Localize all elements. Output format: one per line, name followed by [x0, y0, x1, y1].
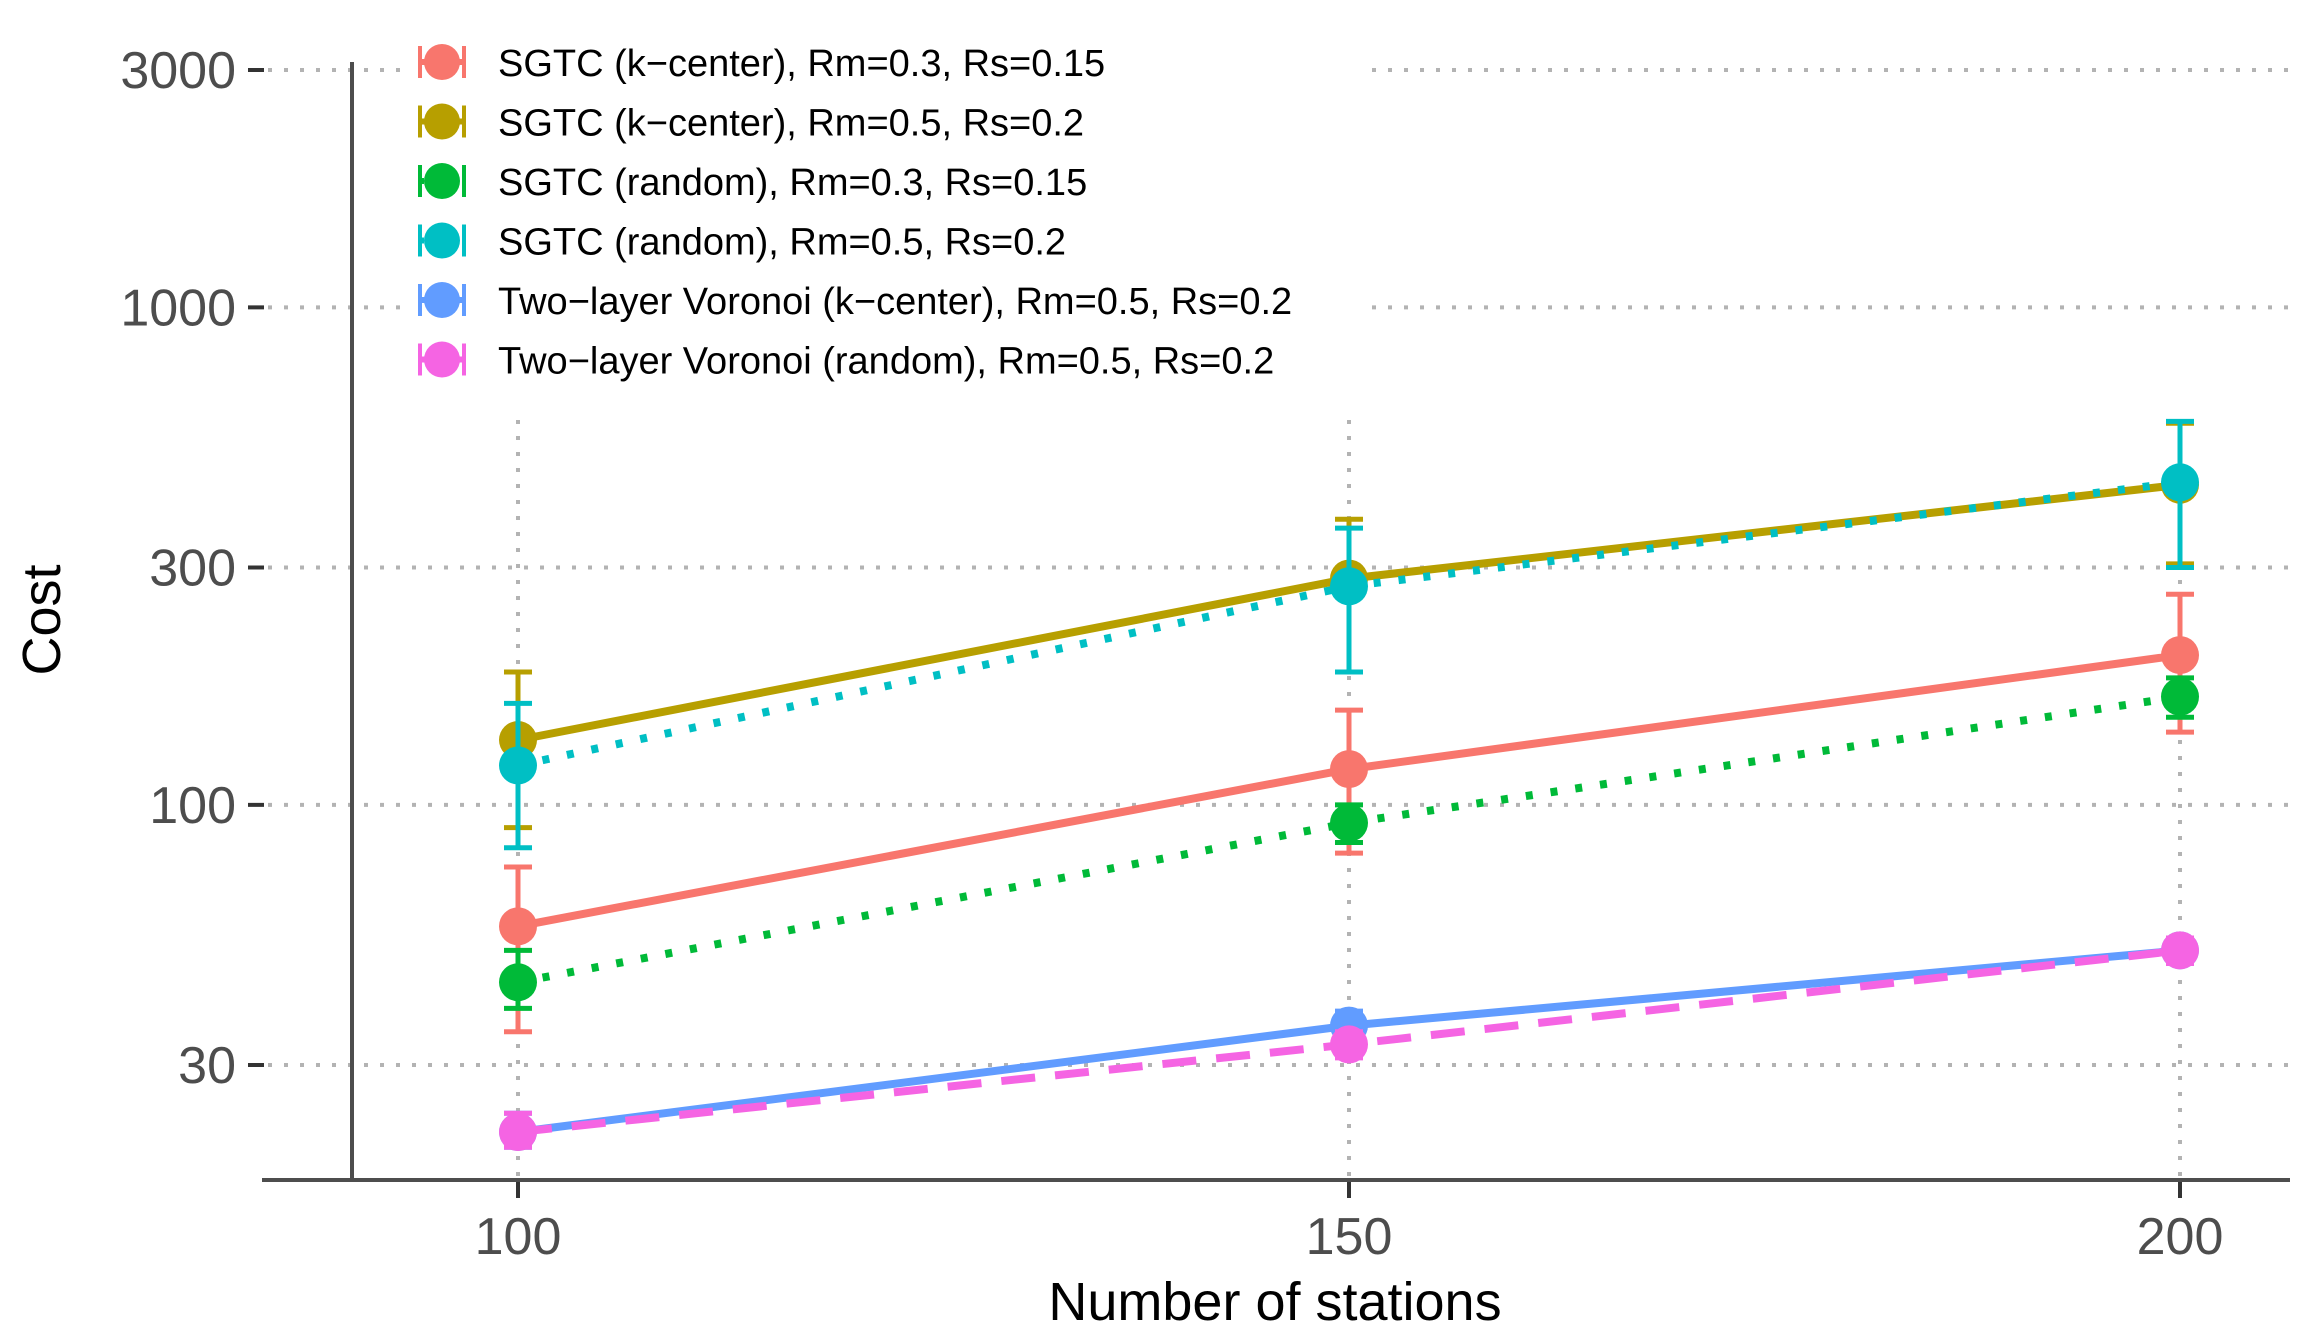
y-tick-label: 300 [149, 540, 236, 598]
legend-label: SGTC (random), Rm=0.5, Rs=0.2 [498, 222, 1066, 264]
legend-key-point [424, 341, 460, 378]
series-line [517, 692, 2181, 987]
data-point [2161, 677, 2199, 716]
legend-background [408, 28, 1360, 390]
legend-label: SGTC (random), Rm=0.3, Rs=0.15 [498, 162, 1087, 204]
legend-key-point [424, 163, 460, 199]
legend-key-point [424, 222, 460, 259]
x-tick-label: 200 [2137, 1208, 2224, 1266]
series-2 [499, 675, 2199, 1011]
series-5 [499, 931, 2199, 1152]
data-point [499, 1113, 537, 1152]
y-tick-label: 1000 [120, 279, 236, 337]
y-axis-title: Cost [12, 564, 72, 675]
data-point [1330, 1025, 1368, 1064]
legend-label: SGTC (k−center), Rm=0.3, Rs=0.15 [498, 43, 1105, 85]
y-ticks: 30 100 300 1000 3000 [120, 42, 264, 1095]
series [499, 418, 2199, 1152]
data-point [499, 746, 537, 785]
legend-key-point [424, 282, 460, 318]
data-point [1330, 567, 1368, 606]
legend: SGTC (k−center), Rm=0.3, Rs=0.15 SGTC (k−… [408, 28, 1360, 390]
axes [262, 62, 2290, 1182]
data-point [2161, 463, 2199, 502]
data-point [499, 907, 537, 946]
data-point [2161, 636, 2199, 675]
y-tick-label: 30 [178, 1037, 236, 1095]
x-axis-title: Number of stations [1048, 1272, 1501, 1332]
legend-label: Two−layer Voronoi (k−center), Rm=0.5, Rs… [498, 281, 1292, 323]
legend-key-point [424, 44, 460, 80]
x-ticks: 100 150 200 [475, 1182, 2224, 1266]
series-0 [499, 591, 2199, 1035]
x-tick-label: 150 [1306, 1208, 1393, 1266]
y-tick-label: 100 [149, 777, 236, 835]
data-point [2161, 931, 2199, 970]
x-tick-label: 100 [475, 1208, 562, 1266]
legend-label: SGTC (k−center), Rm=0.5, Rs=0.2 [498, 103, 1084, 145]
series-3 [499, 418, 2199, 851]
data-point [1330, 803, 1368, 842]
legend-label: Two−layer Voronoi (random), Rm=0.5, Rs=0… [498, 341, 1274, 383]
y-tick-label: 3000 [120, 42, 236, 100]
legend-key-point [424, 103, 460, 140]
data-point [499, 963, 537, 1002]
data-point [1330, 750, 1368, 789]
